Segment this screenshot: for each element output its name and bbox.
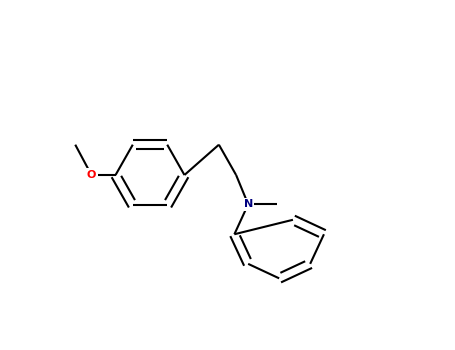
Text: O: O [87, 170, 96, 180]
Text: N: N [243, 199, 253, 209]
